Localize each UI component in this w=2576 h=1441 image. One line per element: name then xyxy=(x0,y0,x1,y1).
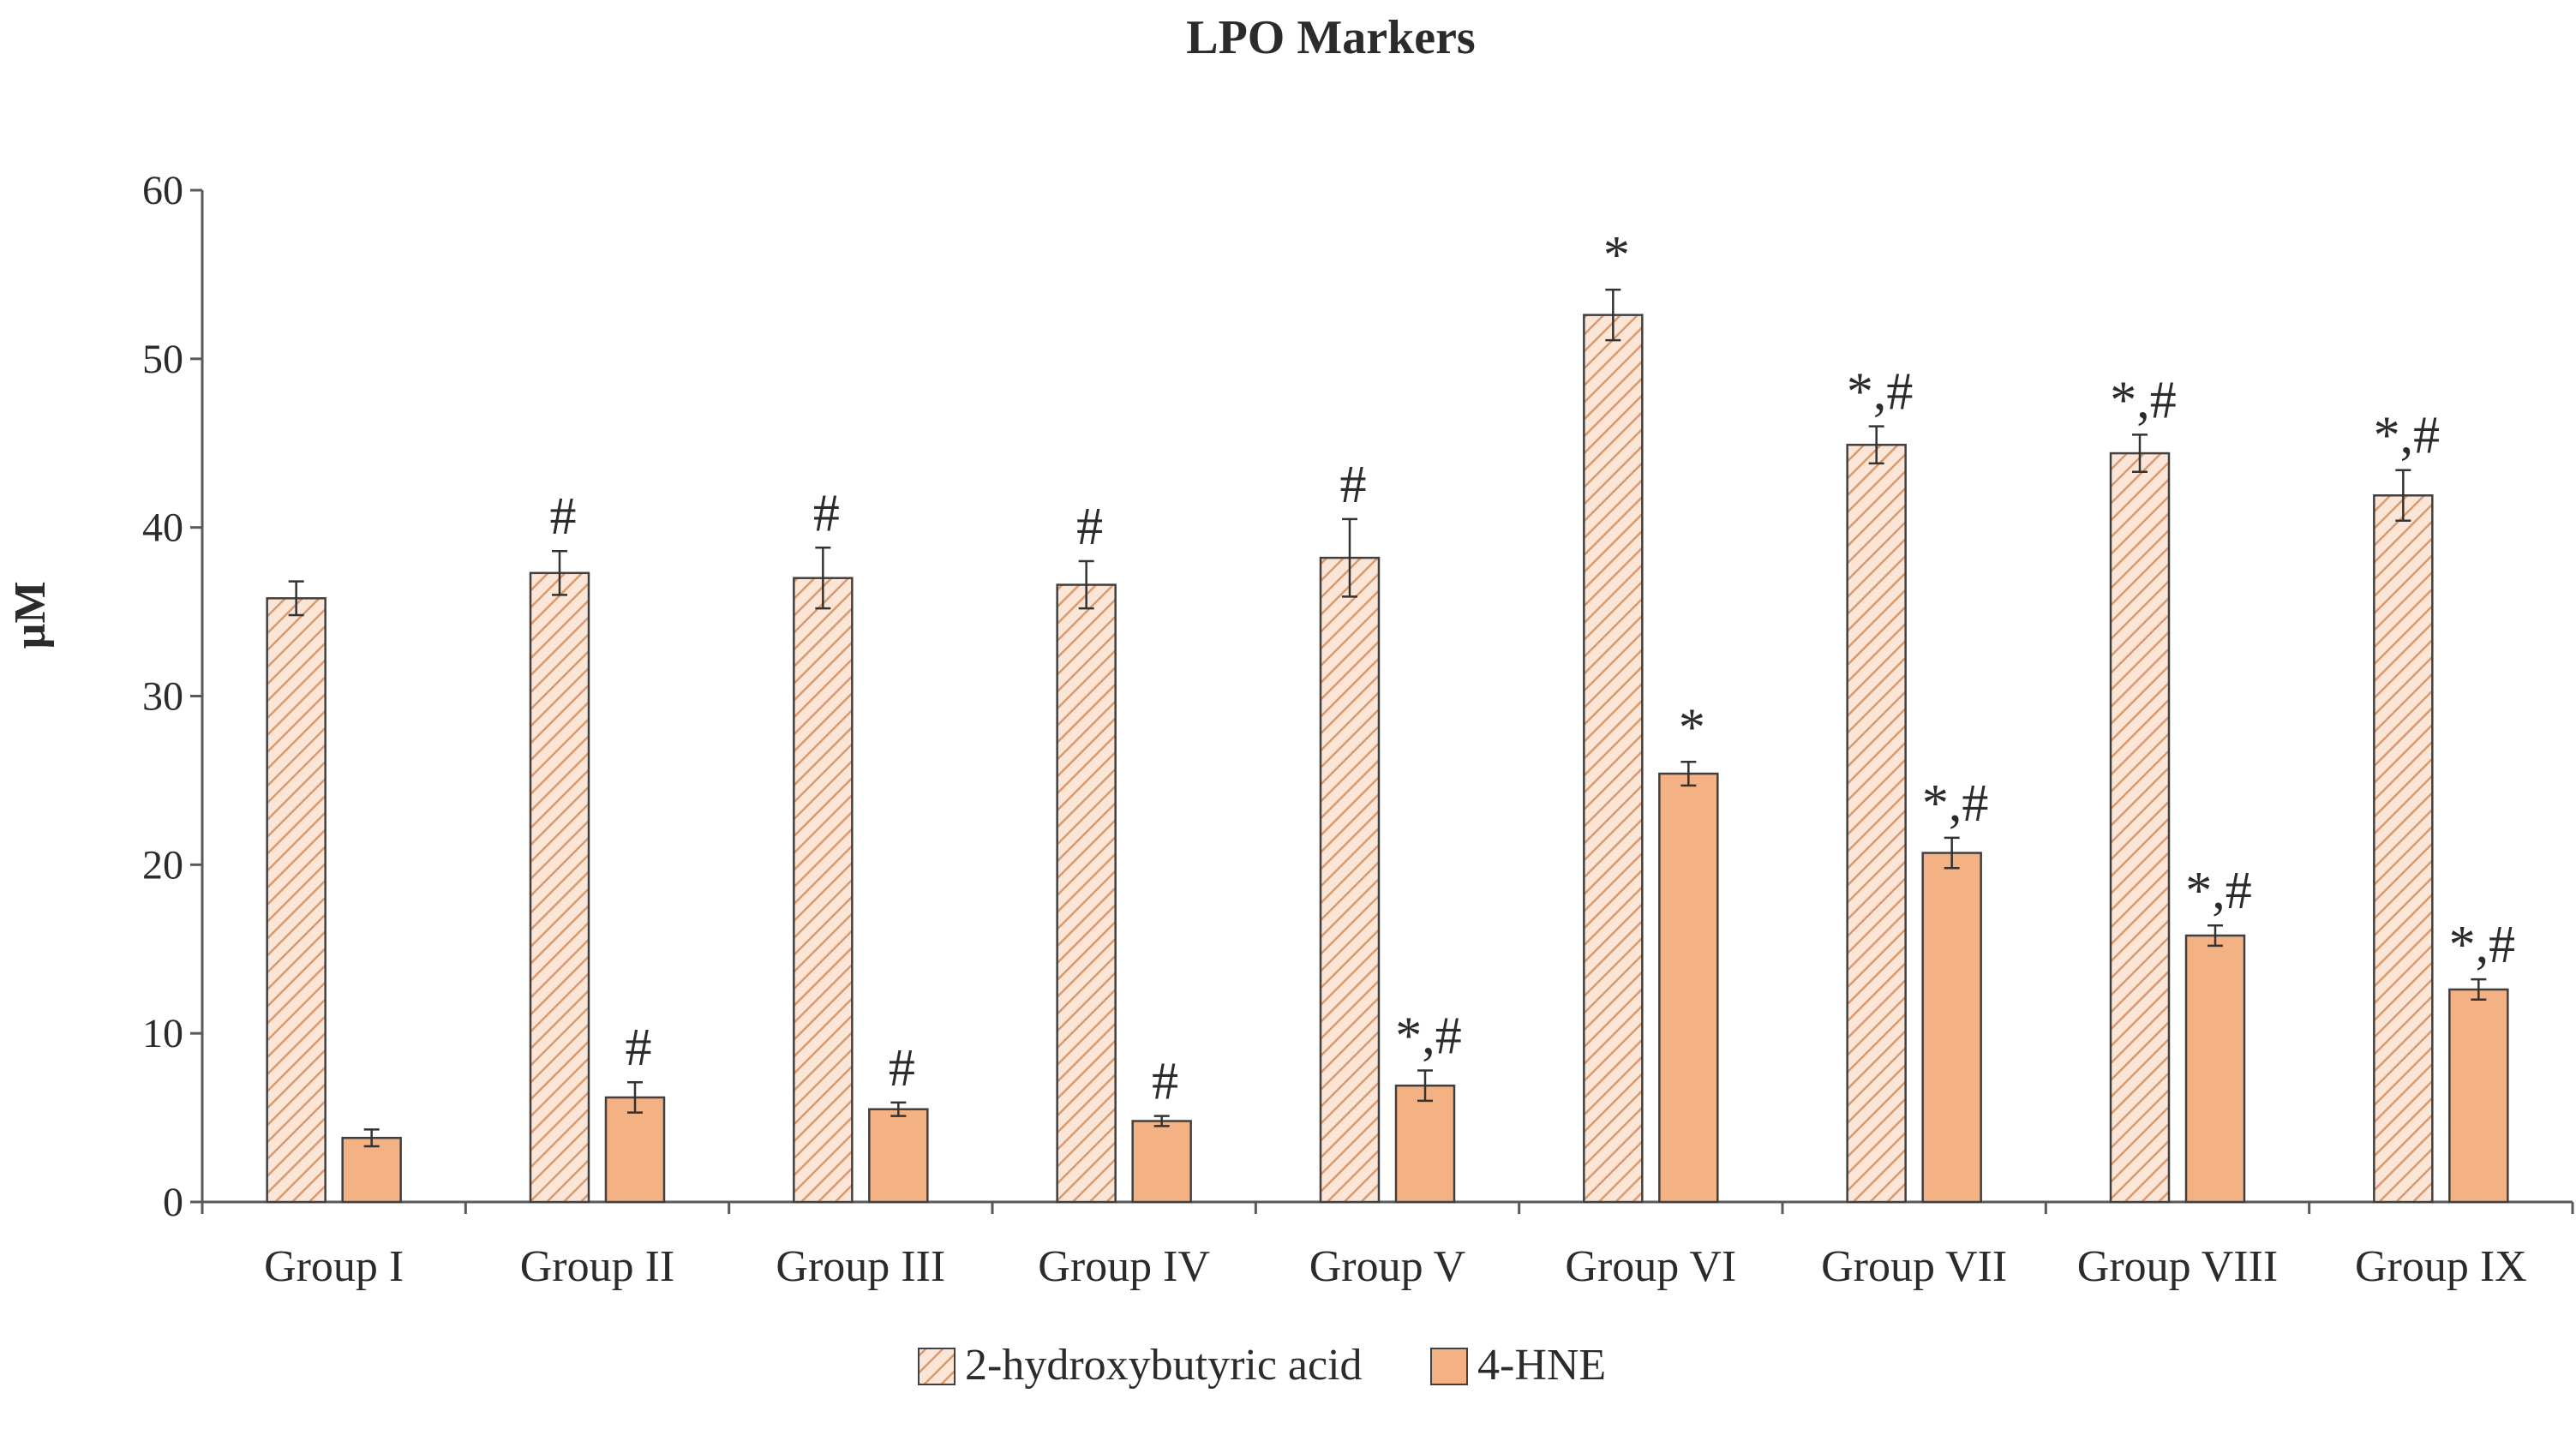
x-tick-label: Group IX xyxy=(2355,1242,2527,1291)
significance-label: *,# xyxy=(1922,774,1989,833)
bar-hne xyxy=(1394,1084,1456,1204)
legend-label-hydroxybutyric: 2-hydroxybutyric acid xyxy=(965,1341,1363,1390)
plot-area: 0 10 20 30 40 50 60 Group I Group II # # Group III #… xyxy=(142,168,2574,1291)
significance-label: # xyxy=(550,487,577,546)
x-tick-label: Group VI xyxy=(1565,1242,1736,1291)
significance-label: *,# xyxy=(2374,407,2441,465)
y-tick-label: 60 xyxy=(142,168,183,213)
bar-hydroxybutyric xyxy=(1319,556,1381,1204)
bar-hydroxybutyric xyxy=(1846,443,1907,1204)
bar-hydroxybutyric xyxy=(529,571,590,1204)
y-tick-label: 0 xyxy=(163,1180,183,1225)
significance-label: * xyxy=(1603,226,1630,284)
x-tick-label: Group VII xyxy=(1821,1242,2007,1291)
legend: 2-hydroxybutyric acid 4-HNE xyxy=(918,1341,1606,1390)
significance-label: *,# xyxy=(2110,371,2177,429)
legend-swatch-hydroxybutyric xyxy=(918,1348,956,1385)
x-tick-label: Group I xyxy=(264,1242,404,1291)
bar-hydroxybutyric xyxy=(2109,451,2171,1204)
significance-label: * xyxy=(1679,698,1705,756)
bar-hne xyxy=(341,1136,402,1204)
bar-hydroxybutyric xyxy=(266,597,326,1204)
significance-label: *,# xyxy=(1395,1007,1462,1065)
bar-hydroxybutyric xyxy=(2373,494,2434,1204)
bar-hne xyxy=(2184,934,2246,1204)
bar-hne xyxy=(868,1108,929,1204)
significance-label: *,# xyxy=(2449,916,2516,974)
bar-hydroxybutyric xyxy=(1583,314,1644,1204)
bar-hydroxybutyric xyxy=(1056,583,1117,1204)
bar-hne xyxy=(2448,988,2509,1204)
bar-hne xyxy=(1131,1120,1192,1204)
significance-label: *,# xyxy=(1847,363,1914,422)
bar-hne xyxy=(1921,852,1982,1204)
y-tick-label: 50 xyxy=(142,337,183,382)
x-tick-label: Group VIII xyxy=(2077,1242,2278,1291)
x-tick-label: Group III xyxy=(776,1242,945,1291)
bar-hne xyxy=(604,1096,666,1204)
x-tick-label: Group IV xyxy=(1038,1242,1210,1291)
significance-label: # xyxy=(626,1019,652,1077)
bar-hydroxybutyric xyxy=(793,577,854,1204)
significance-label: # xyxy=(813,484,840,542)
legend-label-hne: 4-HNE xyxy=(1477,1341,1606,1390)
bar-hne xyxy=(1658,772,1719,1204)
y-tick-label: 20 xyxy=(142,842,183,888)
significance-label: # xyxy=(1340,456,1367,514)
y-tick-label: 10 xyxy=(142,1011,183,1056)
legend-swatch-hne xyxy=(1430,1348,1468,1385)
x-tick-label: Group V xyxy=(1309,1242,1465,1291)
significance-label: # xyxy=(889,1039,915,1097)
chart-title: LPO Markers xyxy=(1186,11,1475,64)
significance-label: # xyxy=(1152,1053,1178,1111)
y-axis-label: µM xyxy=(6,581,55,649)
significance-label: # xyxy=(1076,498,1103,556)
significance-label: *,# xyxy=(2185,862,2252,920)
x-tick-label: Group II xyxy=(520,1242,675,1291)
y-tick-label: 30 xyxy=(142,674,183,720)
y-tick-label: 40 xyxy=(142,505,183,551)
